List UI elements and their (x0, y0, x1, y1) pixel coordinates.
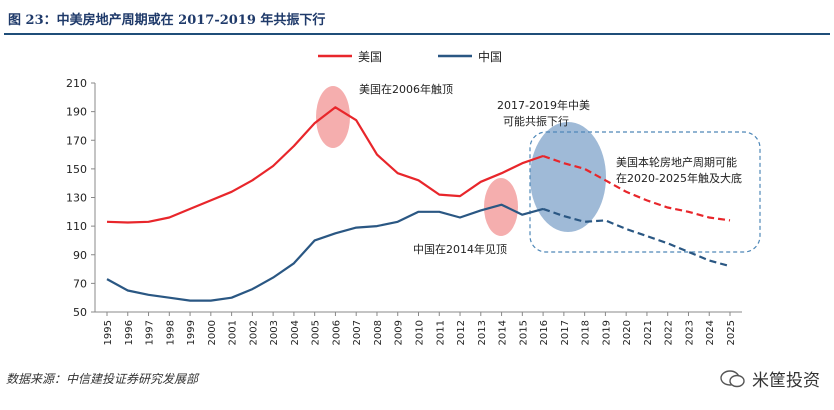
annotation-codown-1: 2017-2019年中美 (497, 98, 590, 112)
y-tick-label: 210 (66, 77, 87, 90)
x-tick-label: 2022 (664, 320, 675, 345)
x-tick-label: 2023 (684, 320, 695, 345)
x-tick-label: 1996 (124, 320, 135, 345)
x-tick-label: 2005 (311, 320, 322, 345)
x-tick-label: 2018 (581, 320, 592, 345)
x-tick-label: 2000 (207, 320, 218, 345)
annotation-cn-peak: 中国在2014年见顶 (413, 242, 507, 256)
x-tick-label: 2019 (601, 320, 612, 345)
highlight-us-peak (316, 86, 350, 148)
x-tick-label: 2013 (477, 320, 488, 345)
x-tick-label: 2008 (373, 320, 384, 345)
x-tick-label: 1998 (165, 320, 176, 345)
x-tick-label: 2024 (705, 320, 716, 345)
x-tick-label: 2017 (560, 320, 571, 345)
highlight-co-downturn (530, 122, 606, 232)
title-rule (4, 33, 830, 35)
chart-title: 图 23：中美房地产周期或在 2017-2019 年共振下行 (8, 13, 326, 28)
x-tick-label: 2003 (269, 320, 280, 345)
wechat-icon (720, 369, 745, 387)
x-tick-label: 1997 (145, 320, 156, 345)
legend-label-us: 美国 (358, 50, 382, 64)
y-tick-label: 170 (66, 134, 87, 147)
y-tick-label: 110 (66, 220, 87, 233)
annotation-us-bottom-2: 在2020-2025年触及大底 (616, 171, 742, 185)
x-tick-label: 2025 (726, 320, 737, 345)
y-tick-label: 70 (73, 277, 87, 290)
x-tick-label: 2020 (622, 320, 633, 345)
x-tick-label: 2002 (248, 320, 259, 345)
x-tick-label: 2021 (643, 320, 654, 345)
y-tick-label: 150 (66, 163, 87, 176)
annotation-us-peak: 美国在2006年触顶 (359, 82, 453, 96)
y-tick-label: 90 (73, 249, 87, 262)
x-tick-label: 2006 (331, 320, 342, 345)
forecast-region-box (529, 131, 761, 253)
x-tick-label: 2012 (456, 320, 467, 345)
x-tick-label: 1995 (103, 320, 114, 345)
annotation-codown-2: 可能共振下行 (503, 114, 569, 128)
series-line-us-actual (106, 106, 544, 224)
x-tick-label: 2014 (498, 320, 509, 345)
watermark-text: 米筐投资 (752, 371, 820, 391)
x-tick-label: 2016 (539, 320, 550, 345)
source-note: 数据来源：中信建投证券研究发展部 (6, 372, 199, 386)
y-tick-label: 50 (73, 306, 87, 319)
x-tick-label: 2010 (415, 320, 426, 345)
line-chart: 美国 中国 50 70 90 110 130 150 170 190 210 1995 1996 1… (66, 49, 761, 345)
y-tick-label: 130 (66, 192, 87, 205)
legend-label-cn: 中国 (478, 49, 502, 64)
series-line-cn-actual (106, 203, 544, 302)
annotation-us-bottom-1: 美国本轮房地产周期可能 (616, 155, 737, 169)
x-tick-label: 2015 (518, 320, 529, 345)
x-tick-label: 1999 (186, 320, 197, 345)
x-tick-label: 2011 (435, 320, 446, 345)
x-tick-label: 2009 (394, 320, 405, 345)
x-tick-label: 2001 (228, 320, 239, 345)
watermark: 米筐投资 (720, 366, 820, 391)
y-tick-label: 190 (66, 106, 87, 119)
highlight-cn-peak (484, 178, 518, 236)
series-line-us-forecast (542, 154, 731, 222)
x-tick-label: 2007 (352, 320, 363, 345)
x-tick-label: 2004 (290, 320, 301, 345)
